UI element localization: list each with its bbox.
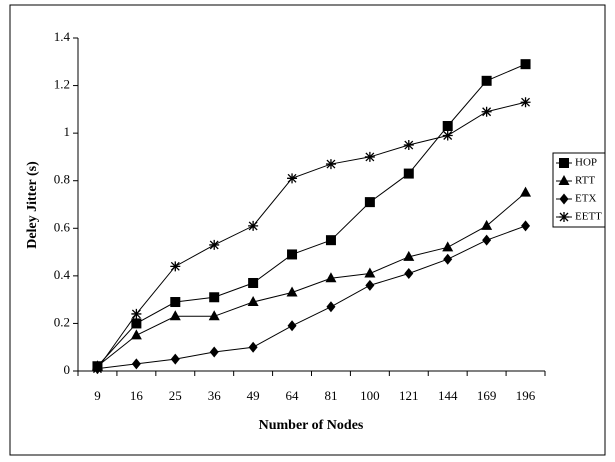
marker (248, 220, 259, 231)
legend-label: RTT (575, 175, 595, 187)
x-tick-label: 169 (477, 388, 497, 403)
marker (169, 310, 181, 321)
marker (325, 159, 336, 170)
marker (403, 168, 414, 179)
y-tick-label: 0.4 (54, 267, 71, 282)
legend-marker (559, 212, 569, 222)
marker (443, 253, 453, 265)
marker (131, 318, 142, 329)
marker (481, 219, 493, 230)
marker (442, 241, 454, 252)
y-tick-label: 0 (64, 362, 71, 377)
marker (364, 197, 375, 208)
x-tick-label: 36 (208, 388, 222, 403)
marker (520, 186, 532, 197)
marker (365, 279, 375, 291)
x-tick-label: 25 (169, 388, 182, 403)
marker (404, 267, 414, 279)
marker (248, 341, 258, 353)
marker (208, 310, 220, 321)
y-tick-label: 1.4 (54, 29, 71, 44)
y-tick-label: 0.6 (54, 219, 71, 234)
marker (92, 363, 103, 374)
y-tick-label: 0.2 (54, 314, 70, 329)
legend-marker (558, 175, 570, 185)
marker (286, 286, 298, 297)
marker (131, 358, 141, 370)
marker (481, 75, 492, 86)
legend-label: HOP (575, 157, 597, 169)
series-line (97, 101, 526, 369)
marker (325, 272, 337, 283)
y-tick-label: 1 (64, 124, 71, 139)
marker (287, 320, 297, 332)
marker (170, 297, 181, 308)
legend-marker (559, 158, 569, 168)
marker (326, 301, 336, 313)
x-tick-label: 144 (438, 388, 458, 403)
marker (247, 296, 259, 307)
marker (325, 235, 336, 246)
x-tick-label: 100 (360, 388, 380, 403)
legend-label: EETT (575, 211, 602, 223)
marker (481, 106, 492, 117)
legend-marker (559, 193, 569, 205)
marker (520, 59, 531, 70)
marker (209, 292, 220, 303)
marker (209, 346, 219, 358)
x-tick-label: 81 (324, 388, 337, 403)
marker (442, 121, 453, 132)
series-line (97, 192, 526, 367)
marker (130, 329, 142, 340)
marker (170, 353, 180, 365)
marker (131, 308, 142, 319)
y-axis-label: Deley Jitter (s) (25, 161, 40, 249)
marker (170, 261, 181, 272)
x-tick-label: 121 (399, 388, 419, 403)
marker (521, 220, 531, 232)
marker (482, 234, 492, 246)
marker (403, 250, 415, 261)
marker (364, 151, 375, 162)
chart-frame (9, 4, 606, 456)
marker (403, 140, 414, 151)
marker (287, 173, 298, 184)
series-line (97, 225, 526, 370)
x-tick-label: 64 (286, 388, 300, 403)
x-tick-label: 196 (516, 388, 536, 403)
marker (520, 97, 531, 108)
series-line (97, 63, 526, 367)
x-tick-label: 49 (247, 388, 260, 403)
marker (248, 277, 259, 288)
legend-label: ETX (575, 193, 596, 205)
marker (287, 249, 298, 260)
x-axis-label: Number of Nodes (259, 418, 364, 433)
y-tick-label: 1.2 (54, 77, 70, 92)
marker (209, 239, 220, 250)
marker (364, 267, 376, 278)
x-tick-label: 9 (94, 388, 101, 403)
marker (442, 130, 453, 141)
x-tick-label: 16 (130, 388, 144, 403)
y-tick-label: 0.8 (54, 172, 70, 187)
